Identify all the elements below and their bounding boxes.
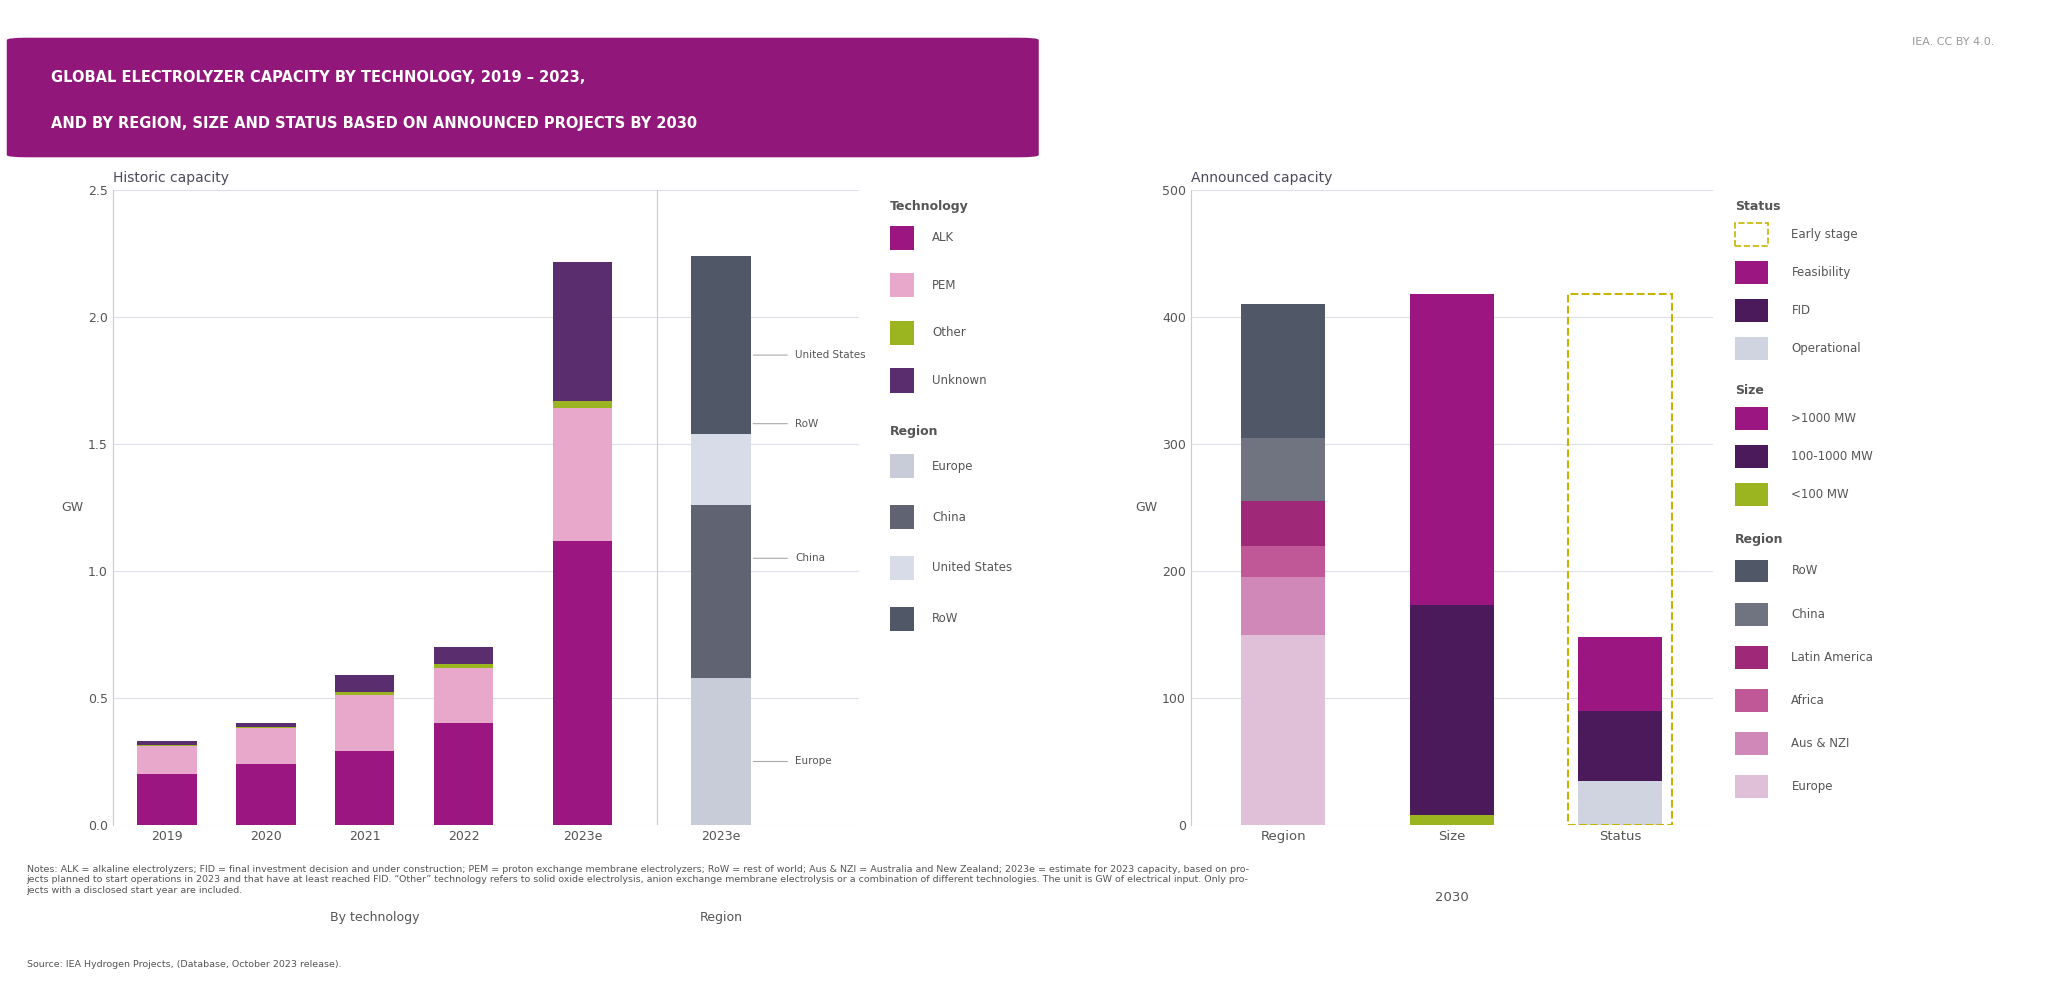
Text: RoW: RoW bbox=[933, 612, 960, 625]
Bar bbox=[1735, 483, 1768, 506]
Bar bbox=[1735, 299, 1768, 322]
Text: IEA. CC BY 4.0.: IEA. CC BY 4.0. bbox=[1913, 37, 1995, 47]
Text: >1000 MW: >1000 MW bbox=[1792, 412, 1856, 425]
Text: RoW: RoW bbox=[796, 419, 818, 429]
Text: Size: Size bbox=[1735, 384, 1764, 397]
Text: Notes: ALK = alkaline electrolyzers; FID = final investment decision and under c: Notes: ALK = alkaline electrolyzers; FID… bbox=[27, 865, 1248, 895]
Text: Source: IEA Hydrogen Projects, (Database, October 2023 release).: Source: IEA Hydrogen Projects, (Database… bbox=[27, 960, 342, 969]
Text: ALK: ALK bbox=[933, 231, 955, 244]
Bar bbox=[137, 774, 196, 825]
Bar bbox=[1735, 603, 1768, 626]
Text: Region: Region bbox=[700, 911, 743, 924]
Bar bbox=[692, 678, 751, 825]
Text: United States: United States bbox=[933, 561, 1013, 574]
Text: Unknown: Unknown bbox=[933, 374, 986, 387]
Bar bbox=[137, 741, 196, 745]
Text: Africa: Africa bbox=[1792, 694, 1825, 707]
Bar bbox=[890, 505, 913, 529]
Text: PEM: PEM bbox=[933, 279, 958, 292]
Bar bbox=[1242, 635, 1326, 825]
Bar bbox=[1735, 560, 1768, 582]
Text: Region: Region bbox=[1735, 533, 1784, 546]
Bar bbox=[692, 505, 751, 678]
Y-axis label: GW: GW bbox=[1136, 501, 1158, 514]
Bar bbox=[336, 751, 395, 825]
Bar bbox=[336, 695, 395, 751]
Text: GLOBAL ELECTROLYZER CAPACITY BY TECHNOLOGY, 2019 – 2023,: GLOBAL ELECTROLYZER CAPACITY BY TECHNOLO… bbox=[51, 70, 585, 85]
Bar bbox=[235, 764, 295, 825]
Bar bbox=[890, 273, 913, 297]
Bar bbox=[1577, 637, 1661, 711]
Bar bbox=[336, 692, 395, 695]
Bar bbox=[1410, 605, 1494, 815]
Text: Region: Region bbox=[890, 425, 939, 438]
Bar bbox=[552, 401, 612, 408]
Bar bbox=[692, 256, 751, 434]
Bar bbox=[235, 723, 295, 727]
Bar bbox=[1242, 438, 1326, 501]
Text: China: China bbox=[796, 553, 825, 563]
Bar bbox=[890, 368, 913, 393]
Text: Aus & NZI: Aus & NZI bbox=[1792, 737, 1850, 750]
Text: Historic capacity: Historic capacity bbox=[113, 171, 229, 185]
Text: United States: United States bbox=[796, 350, 865, 360]
Bar bbox=[1242, 577, 1326, 635]
Bar bbox=[692, 434, 751, 505]
Bar bbox=[1242, 501, 1326, 546]
Bar bbox=[1735, 407, 1768, 430]
Bar bbox=[890, 556, 913, 580]
Bar bbox=[890, 321, 913, 345]
Text: Feasibility: Feasibility bbox=[1792, 266, 1852, 279]
Bar bbox=[1735, 261, 1768, 284]
Bar bbox=[137, 746, 196, 774]
Text: Europe: Europe bbox=[1792, 780, 1833, 793]
Bar bbox=[1735, 445, 1768, 468]
Bar bbox=[890, 454, 913, 478]
Text: Operational: Operational bbox=[1792, 342, 1862, 355]
Bar bbox=[434, 668, 493, 723]
Bar bbox=[434, 723, 493, 825]
Bar bbox=[1735, 337, 1768, 360]
Text: AND BY REGION, SIZE AND STATUS BASED ON ANNOUNCED PROJECTS BY 2030: AND BY REGION, SIZE AND STATUS BASED ON … bbox=[51, 116, 698, 131]
Bar bbox=[434, 664, 493, 668]
FancyBboxPatch shape bbox=[6, 38, 1039, 157]
Bar bbox=[137, 745, 196, 746]
Bar bbox=[1735, 732, 1768, 755]
Bar bbox=[1577, 711, 1661, 781]
Y-axis label: GW: GW bbox=[61, 501, 84, 514]
Text: Early stage: Early stage bbox=[1792, 228, 1858, 241]
Bar bbox=[1735, 689, 1768, 712]
Bar bbox=[1410, 294, 1494, 605]
Text: China: China bbox=[1792, 608, 1825, 621]
Bar bbox=[1242, 546, 1326, 577]
Text: <100 MW: <100 MW bbox=[1792, 488, 1850, 501]
Text: Status: Status bbox=[1735, 200, 1780, 213]
Bar bbox=[552, 541, 612, 825]
Bar bbox=[552, 408, 612, 541]
Bar bbox=[890, 607, 913, 631]
Text: 2030: 2030 bbox=[1434, 891, 1469, 904]
Bar bbox=[1242, 304, 1326, 438]
Text: By technology: By technology bbox=[329, 911, 419, 924]
Text: FID: FID bbox=[1792, 304, 1811, 317]
Bar bbox=[434, 647, 493, 664]
Bar bbox=[1735, 775, 1768, 798]
Text: 100-1000 MW: 100-1000 MW bbox=[1792, 450, 1874, 463]
Text: Technology: Technology bbox=[890, 200, 968, 213]
Text: Europe: Europe bbox=[796, 756, 831, 766]
Bar bbox=[552, 262, 612, 401]
Bar bbox=[1577, 781, 1661, 825]
Text: Europe: Europe bbox=[933, 460, 974, 473]
Bar bbox=[1410, 815, 1494, 825]
Text: RoW: RoW bbox=[1792, 564, 1817, 578]
Text: Latin America: Latin America bbox=[1792, 651, 1874, 664]
Bar bbox=[1735, 646, 1768, 669]
Text: China: China bbox=[933, 511, 966, 524]
Bar bbox=[890, 226, 913, 250]
Bar bbox=[235, 727, 295, 728]
Bar bbox=[235, 728, 295, 764]
Text: Other: Other bbox=[933, 326, 966, 339]
Bar bbox=[336, 675, 395, 692]
Text: Announced capacity: Announced capacity bbox=[1191, 171, 1332, 185]
